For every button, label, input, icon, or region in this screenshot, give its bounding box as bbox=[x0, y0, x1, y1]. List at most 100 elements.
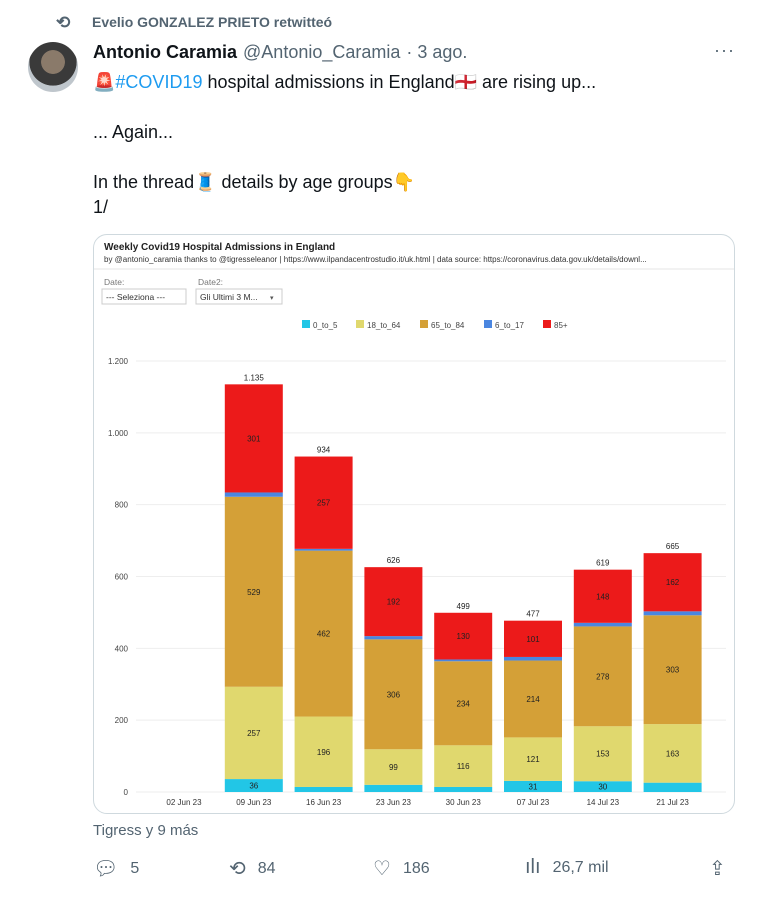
author-handle[interactable]: @Antonio_Caramia bbox=[243, 42, 401, 62]
tweet-text: 🚨#COVID19 hospital admissions in England… bbox=[93, 70, 723, 220]
bar-total-label: 499 bbox=[457, 602, 471, 611]
bar-segment-85+[interactable] bbox=[364, 567, 423, 637]
bar-segment-18_to_64[interactable] bbox=[504, 737, 562, 781]
date-select[interactable] bbox=[101, 288, 187, 305]
bar-segment-6_to_17[interactable] bbox=[643, 611, 702, 616]
bar-value-label: 148 bbox=[596, 592, 610, 601]
legend-swatch-65_to_84[interactable] bbox=[420, 320, 428, 328]
text-line: hospital admissions in England🏴󠁧󠁢󠁥󠁮󠁧󠁿 ar… bbox=[202, 72, 597, 92]
bar-value-label: 257 bbox=[247, 729, 261, 738]
bar-value-label: 31 bbox=[529, 782, 538, 791]
bar-value-label: 303 bbox=[666, 666, 680, 675]
tweet-date[interactable]: · 3 ago. bbox=[406, 42, 468, 62]
bar-segment-18_to_64[interactable] bbox=[573, 726, 632, 782]
chart-title: Weekly Covid19 Hospital Admissions in En… bbox=[104, 242, 335, 253]
tweet-actions: 💬︎ 5 ⟲ 84 ♡ 186 ılı 26,7 mil ⇪ bbox=[93, 856, 733, 884]
bar-segment-6_to_17[interactable] bbox=[224, 492, 283, 497]
retweet-indicator: ⟲ Evelio GONZALEZ PRIETO retwitteó bbox=[56, 13, 333, 32]
legend-swatch-6_to_17[interactable] bbox=[484, 320, 492, 328]
bar-value-label: 30 bbox=[598, 783, 607, 792]
date2-select[interactable] bbox=[195, 288, 283, 305]
bar-segment-0_to_5[interactable] bbox=[364, 784, 423, 792]
chart-subtitle: by @antonio_caramia thanks to @tigressel… bbox=[104, 255, 647, 264]
bar-segment-0_to_5[interactable] bbox=[434, 786, 493, 792]
legend-label: 6_to_17 bbox=[495, 321, 524, 330]
bar-segment-65_to_84[interactable] bbox=[294, 550, 353, 717]
like-button[interactable]: ♡ 186 bbox=[373, 856, 430, 881]
bar-segment-0_to_5[interactable] bbox=[573, 781, 632, 792]
author-name[interactable]: Antonio Caramia bbox=[93, 42, 238, 62]
bar-segment-18_to_64[interactable] bbox=[643, 724, 702, 783]
bar-segment-6_to_17[interactable] bbox=[364, 636, 423, 640]
y-tick-label: 400 bbox=[115, 644, 129, 653]
legend-swatch-85+[interactable] bbox=[543, 320, 551, 328]
share-icon: ⇪ bbox=[709, 858, 726, 880]
reply-button[interactable]: 💬︎ 5 bbox=[93, 856, 139, 881]
bar-segment-85+[interactable] bbox=[224, 384, 283, 493]
bar-value-label: 306 bbox=[387, 690, 401, 699]
bar-segment-65_to_84[interactable] bbox=[504, 660, 562, 738]
bar-segment-85+[interactable] bbox=[504, 620, 562, 657]
x-tick-label: 02 Jun 23 bbox=[166, 798, 202, 807]
x-tick-label: 16 Jun 23 bbox=[306, 798, 342, 807]
bar-segment-65_to_84[interactable] bbox=[434, 661, 493, 746]
hashtag-link[interactable]: #COVID19 bbox=[115, 72, 203, 92]
share-button[interactable]: ⇪ bbox=[709, 856, 726, 881]
bar-segment-65_to_84[interactable] bbox=[364, 639, 423, 750]
bar-segment-85+[interactable] bbox=[294, 456, 353, 549]
date2-select-value: Gli Ultimi 3 M... bbox=[200, 292, 258, 302]
bar-segment-0_to_5[interactable] bbox=[294, 786, 353, 792]
liked-by[interactable]: Tigress y 9 más bbox=[93, 822, 199, 839]
views-button[interactable]: ılı 26,7 mil bbox=[525, 856, 609, 879]
bar-value-label: 121 bbox=[526, 755, 540, 764]
tweet-image-chart[interactable]: Weekly Covid19 Hospital Admissions in En… bbox=[93, 234, 735, 814]
bar-segment-6_to_17[interactable] bbox=[504, 656, 562, 661]
bar-segment-0_to_5[interactable] bbox=[504, 780, 562, 792]
bar-segment-85+[interactable] bbox=[643, 553, 702, 612]
bar-segment-65_to_84[interactable] bbox=[643, 615, 702, 725]
bar-value-label: 162 bbox=[666, 578, 680, 587]
bar-value-label: 278 bbox=[596, 672, 610, 681]
bar-value-label: 196 bbox=[317, 748, 331, 757]
bar-segment-0_to_5[interactable] bbox=[224, 779, 283, 792]
retweet-button[interactable]: ⟲ 84 bbox=[229, 856, 276, 881]
bar-segment-6_to_17[interactable] bbox=[573, 622, 632, 627]
tweet-header: Antonio Caramia @Antonio_Caramia · 3 ago… bbox=[93, 42, 467, 63]
bar-segment-65_to_84[interactable] bbox=[224, 496, 283, 687]
text-line: ... Again... bbox=[93, 122, 174, 142]
x-tick-label: 14 Jul 23 bbox=[587, 798, 620, 807]
bar-value-label: 99 bbox=[389, 763, 398, 772]
bar-value-label: 529 bbox=[247, 588, 261, 597]
bar-segment-18_to_64[interactable] bbox=[364, 749, 423, 785]
bar-value-label: 462 bbox=[317, 630, 331, 639]
bar-value-label: 257 bbox=[317, 499, 331, 508]
bar-value-label: 301 bbox=[247, 434, 261, 443]
bar-total-label: 665 bbox=[666, 542, 680, 551]
x-tick-label: 09 Jun 23 bbox=[236, 798, 272, 807]
bar-segment-18_to_64[interactable] bbox=[294, 716, 353, 787]
x-tick-label: 23 Jun 23 bbox=[376, 798, 412, 807]
bar-total-label: 934 bbox=[317, 446, 331, 455]
y-tick-label: 800 bbox=[115, 501, 129, 510]
bar-segment-6_to_17[interactable] bbox=[294, 548, 353, 551]
bar-segment-65_to_84[interactable] bbox=[573, 626, 632, 727]
avatar[interactable] bbox=[28, 42, 78, 92]
more-options-icon[interactable]: ··· bbox=[714, 40, 735, 60]
heart-icon: ♡ bbox=[373, 858, 391, 880]
legend-label: 0_to_5 bbox=[313, 321, 338, 330]
legend-label: 65_to_84 bbox=[431, 321, 465, 330]
bar-segment-18_to_64[interactable] bbox=[224, 686, 283, 780]
bar-value-label: 234 bbox=[457, 699, 471, 708]
bar-segment-18_to_64[interactable] bbox=[434, 745, 493, 787]
bar-segment-0_to_5[interactable] bbox=[643, 782, 702, 792]
y-tick-label: 600 bbox=[115, 573, 129, 582]
bar-segment-6_to_17[interactable] bbox=[434, 659, 493, 662]
bar-segment-85+[interactable] bbox=[434, 612, 493, 660]
retweeted-by[interactable]: Evelio GONZALEZ PRIETO retwitteó bbox=[92, 14, 333, 30]
bar-value-label: 130 bbox=[457, 632, 471, 641]
bar-segment-85+[interactable] bbox=[573, 569, 632, 623]
bar-value-label: 36 bbox=[249, 782, 258, 791]
legend-swatch-0_to_5[interactable] bbox=[302, 320, 310, 328]
x-tick-label: 30 Jun 23 bbox=[446, 798, 482, 807]
legend-swatch-18_to_64[interactable] bbox=[356, 320, 364, 328]
